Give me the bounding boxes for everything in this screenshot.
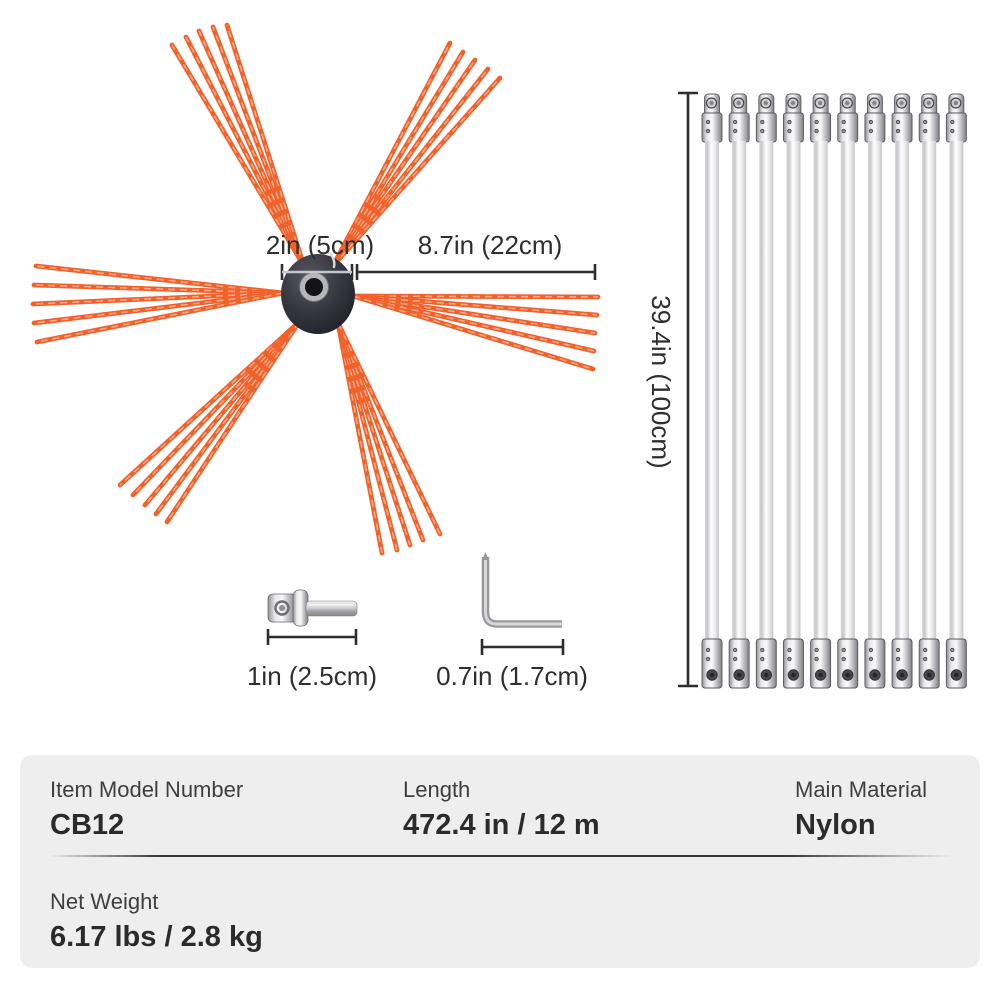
spec-label: Length (403, 777, 471, 802)
spec-net-weight: Net Weight 6.17 lbs / 2.8 kg (50, 889, 263, 954)
spec-item-model-number: Item Model Number CB12 (50, 777, 243, 842)
brush-head-illustration (30, 22, 601, 556)
extension-rod (891, 93, 913, 689)
brush-hub (281, 249, 355, 334)
spec-value: 6.17 lbs / 2.8 kg (50, 921, 263, 953)
spec-label: Net Weight (50, 889, 159, 914)
spec-divider (48, 855, 952, 857)
extension-rod (755, 93, 777, 689)
hex-wrench-dimension-line (480, 639, 565, 655)
spec-value: CB12 (50, 809, 125, 841)
spec-value: 472.4 in / 12 m (403, 809, 600, 841)
extension-rod (810, 93, 832, 689)
rod-length-label: 39.4in (100cm) (646, 295, 676, 469)
hex-wrench-illustration (480, 552, 565, 655)
brush-bristle-length-label: 8.7in (22cm) (417, 230, 563, 260)
extension-rod (945, 93, 967, 689)
drill-adapter-dimension-line (266, 629, 358, 645)
drill-adapter-illustration (266, 589, 358, 645)
spec-label: Item Model Number (50, 777, 244, 802)
spec-label: Main Material (795, 777, 928, 802)
spec-value: Nylon (795, 809, 876, 841)
extension-rod (728, 93, 750, 689)
drill-adapter-length-label: 1in (2.5cm) (246, 661, 378, 691)
brush-bristles (30, 22, 601, 556)
extension-rod (837, 93, 859, 689)
brush-dimension-lines (280, 264, 597, 280)
brush-hub-diameter-label: 2in (5cm) (265, 230, 375, 260)
spec-panel: Item Model Number CB12 Length 472.4 in /… (20, 755, 980, 968)
spec-main-material: Main Material Nylon (795, 777, 927, 842)
extension-rod (783, 93, 804, 689)
extension-rod (701, 93, 723, 689)
extension-rods-illustration (678, 91, 967, 689)
rod-dimension-line (678, 91, 698, 688)
extension-rod (918, 93, 940, 689)
hex-wrench-length-label: 0.7in (1.7cm) (436, 661, 588, 691)
spec-length: Length 472.4 in / 12 m (403, 777, 600, 842)
extension-rod (864, 93, 886, 689)
